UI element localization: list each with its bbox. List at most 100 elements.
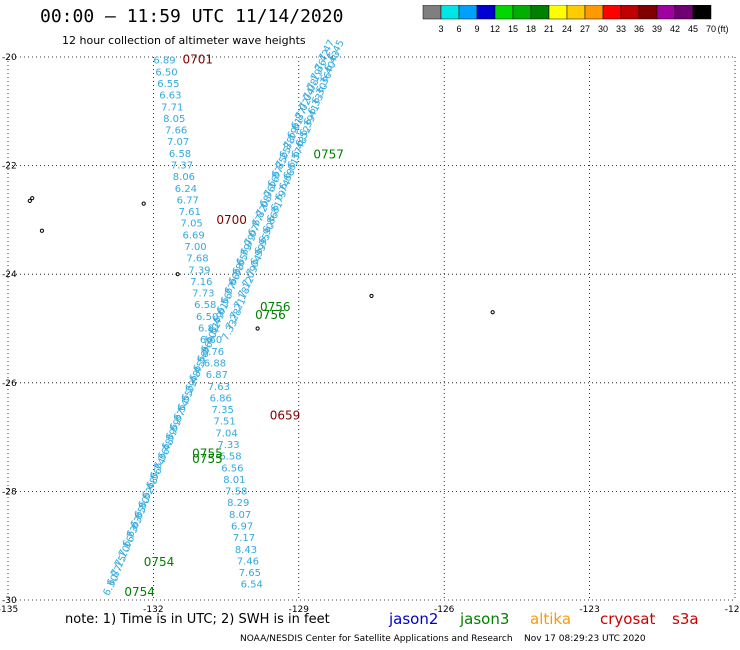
color-legend: 3 6 9 12 15 18 21 24 27 30 33 36 39 42 45 70 (ft) [422, 5, 729, 34]
swh-value: 7.46 [237, 556, 259, 567]
legend-label: 27 [580, 24, 590, 34]
swh-value: 6.58 [169, 149, 191, 160]
swh-value: 7.63 [208, 382, 230, 393]
lat-tick-label: -30 [2, 596, 17, 606]
swh-value: 7.00 [184, 242, 206, 253]
island [141, 201, 146, 206]
swh-value: 6.87 [206, 370, 228, 381]
legend-label: 70 [706, 24, 716, 34]
legend-label: 42 [670, 24, 680, 34]
swh-value: 8.06 [173, 172, 195, 183]
lat-tick-label: -20 [2, 53, 17, 63]
satellite-name: s3a [672, 610, 699, 628]
legend-label: 21 [544, 24, 554, 34]
lat-tick-label: -26 [2, 379, 17, 389]
lat-tick-label: -24 [2, 270, 17, 280]
map-subtitle: 12 hour collection of altimeter wave hei… [62, 34, 306, 47]
swh-value: 8.29 [227, 498, 249, 509]
swh-value: 6.58 [194, 300, 216, 311]
map-title: 00:00 — 11:59 UTC 11/14/2020 [40, 6, 344, 27]
swh-value: 6.69 [182, 230, 204, 241]
swh-value: 6.58 [219, 452, 241, 463]
swh-value: 7.58 [225, 487, 247, 498]
legend-label: 9 [474, 24, 479, 34]
island [39, 228, 45, 233]
legend-label: 18 [526, 24, 536, 34]
swh-value: 8.43 [235, 545, 257, 556]
island [27, 198, 32, 203]
pass-time-label: 0700 [216, 213, 247, 227]
legend-label: 45 [688, 24, 698, 34]
satellite-name: jason2 [389, 610, 439, 628]
swh-value: 6.55 [157, 79, 179, 90]
pass-time-label: 0756 [260, 300, 291, 314]
pass-time-label: 0754 [124, 585, 155, 599]
satellite-name: jason3 [460, 610, 510, 628]
swh-value: 7.35 [212, 405, 234, 416]
pass-time-label: 0756 [255, 308, 286, 322]
legend-label: 30 [598, 24, 608, 34]
island [255, 326, 260, 331]
lat-tick-label: -28 [2, 487, 17, 497]
swh-value: 6.89 [153, 56, 175, 67]
lon-tick-label: -126 [434, 605, 455, 615]
swh-value: 6.60 [200, 335, 222, 346]
legend-label: 33 [616, 24, 626, 34]
pass-time-label: 0757 [313, 148, 344, 162]
swh-value: 6.88 [204, 358, 226, 369]
swh-value: 8.07 [229, 510, 251, 521]
pass-time-label: 0755 [192, 446, 223, 460]
lon-tick-label: -132 [143, 605, 163, 615]
swh-value: 7.33 [217, 440, 239, 451]
footer-credit: NOAA/NESDIS Center for Satellite Applica… [240, 634, 646, 644]
swh-value: 7.65 [239, 568, 261, 579]
satellite-name: cryosat [600, 610, 656, 628]
swh-value: 7.61 [179, 207, 201, 218]
swh-value: 8.05 [163, 114, 185, 125]
swh-value: 7.04 [215, 428, 237, 439]
swh-value: 7.71 [161, 102, 183, 113]
island [490, 310, 495, 315]
island [30, 196, 35, 201]
swh-value: 6.76 [202, 347, 224, 358]
pass-time-label: 0754 [144, 555, 175, 569]
lon-tick-label: -129 [289, 605, 310, 615]
swh-value: 6.81 [198, 324, 220, 335]
swh-value: 6.77 [177, 195, 199, 206]
swh-value: 7.05 [181, 219, 203, 230]
swh-value: 6.30 [101, 573, 121, 598]
lon-tick-label: -135 [0, 605, 18, 615]
swh-value: 7.39 [188, 265, 210, 276]
legend-label: 6 [456, 24, 461, 34]
legend-swatch [692, 5, 712, 20]
lon-tick-label: -123 [579, 605, 599, 615]
swh-value: 6.24 [175, 184, 197, 195]
legend-label: 36 [634, 24, 644, 34]
pass-time-label: 0659 [270, 408, 301, 422]
pass-time-label: 0701 [182, 53, 213, 67]
island [369, 293, 374, 299]
swh-value: 7.16 [190, 277, 212, 288]
legend-label: 39 [652, 24, 662, 34]
swh-value: 6.86 [210, 393, 232, 404]
swh-value: 6.50 [196, 312, 218, 323]
legend-label: 12 [490, 24, 500, 34]
swh-value: 6.63 [159, 91, 181, 102]
satellite-name: altika [530, 610, 572, 628]
legend-units: (ft) [718, 24, 729, 34]
swh-value: 7.73 [192, 289, 214, 300]
swh-value: 6.97 [231, 521, 253, 532]
lon-tick-label: -120 [725, 605, 740, 615]
swh-value: 7.07 [167, 137, 189, 148]
pass-time-label: 0755 [192, 452, 223, 466]
footer-note: note: 1) Time is in UTC; 2) SWH is in fe… [65, 612, 330, 627]
legend-label: 3 [438, 24, 443, 34]
swh-value: 6.50 [155, 67, 177, 78]
swh-value: 8.01 [223, 475, 245, 486]
swh-value: 7.17 [233, 533, 255, 544]
lat-tick-label: -22 [2, 162, 17, 172]
swh-value: 7.37 [171, 161, 193, 172]
legend-label: 24 [562, 24, 572, 34]
island [175, 272, 180, 277]
